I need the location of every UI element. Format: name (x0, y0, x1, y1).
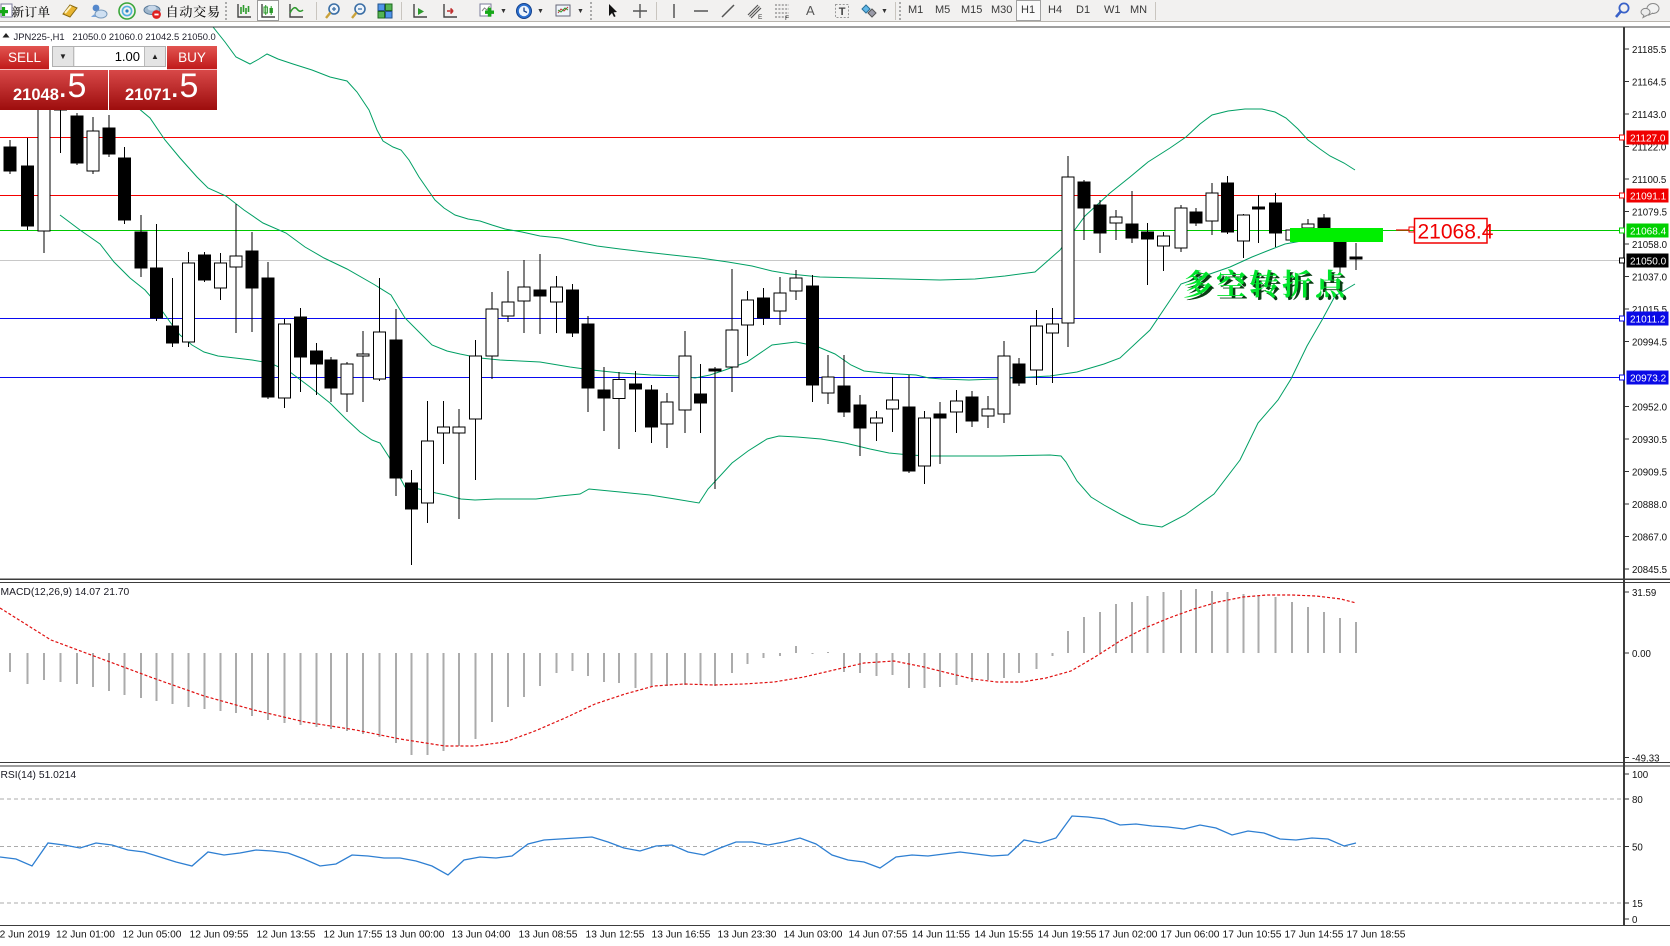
svg-text:20973.2: 20973.2 (1630, 373, 1667, 384)
svg-text:13 Jun 04:00: 13 Jun 04:00 (452, 930, 511, 941)
svg-text:13 Jun 00:00: 13 Jun 00:00 (386, 930, 445, 941)
svg-text:12 Jun 01:00: 12 Jun 01:00 (56, 930, 115, 941)
svg-text:-49.33: -49.33 (1632, 754, 1659, 765)
svg-text:14 Jun 07:55: 14 Jun 07:55 (849, 930, 908, 941)
svg-text:20888.0: 20888.0 (1632, 500, 1668, 511)
svg-text:21068.4: 21068.4 (1418, 221, 1494, 244)
svg-text:14 Jun 19:55: 14 Jun 19:55 (1038, 930, 1097, 941)
svg-text:21185.5: 21185.5 (1632, 45, 1666, 56)
svg-text:14 Jun 15:55: 14 Jun 15:55 (975, 930, 1034, 941)
svg-text:JPN225-,H1 21050.0 21060.0 2: JPN225-,H1 21050.0 21060.0 21042.5 21050… (14, 31, 216, 42)
svg-text:12 Jun 09:55: 12 Jun 09:55 (190, 930, 249, 941)
svg-text:E: E (758, 14, 763, 21)
svg-text:12 Jun 2019: 12 Jun 2019 (0, 930, 50, 941)
svg-text:50: 50 (1632, 843, 1643, 854)
svg-text:20930.5: 20930.5 (1632, 435, 1667, 446)
svg-text:MACD(12,26,9) 14.07 21.70: MACD(12,26,9) 14.07 21.70 (1, 587, 130, 598)
svg-text:21079.5: 21079.5 (1632, 208, 1667, 219)
svg-text:20994.5: 20994.5 (1632, 338, 1667, 349)
svg-text:T: T (839, 6, 846, 18)
svg-text:13 Jun 12:55: 13 Jun 12:55 (586, 930, 645, 941)
svg-text:12 Jun 05:00: 12 Jun 05:00 (123, 930, 182, 941)
svg-text:21127.0: 21127.0 (1630, 133, 1666, 144)
svg-text:21164.5: 21164.5 (1632, 78, 1666, 89)
svg-text:14 Jun 11:55: 14 Jun 11:55 (912, 930, 970, 941)
svg-text:20845.5: 20845.5 (1632, 565, 1667, 576)
svg-text:21100.5: 21100.5 (1632, 175, 1666, 186)
svg-text:12 Jun 17:55: 12 Jun 17:55 (324, 930, 383, 941)
svg-text:100: 100 (1632, 770, 1649, 781)
svg-text:21091.1: 21091.1 (1630, 191, 1667, 202)
svg-text:21015.5: 21015.5 (1632, 305, 1667, 316)
svg-text:13 Jun 16:55: 13 Jun 16:55 (652, 930, 711, 941)
svg-text:0: 0 (1632, 915, 1638, 926)
svg-text:17 Jun 18:55: 17 Jun 18:55 (1347, 930, 1406, 941)
svg-text:31.59: 31.59 (1632, 588, 1656, 599)
svg-text:13 Jun 23:30: 13 Jun 23:30 (718, 930, 777, 941)
svg-text:12 Jun 13:55: 12 Jun 13:55 (257, 930, 316, 941)
svg-text:RSI(14) 51.0214: RSI(14) 51.0214 (1, 770, 77, 781)
svg-text:21122.0: 21122.0 (1632, 143, 1667, 154)
svg-text:21050.0: 21050.0 (1630, 256, 1667, 267)
svg-text:21058.0: 21058.0 (1632, 240, 1668, 251)
svg-text:21068.4: 21068.4 (1630, 226, 1667, 237)
svg-text:17 Jun 10:55: 17 Jun 10:55 (1223, 930, 1282, 941)
svg-text:15: 15 (1632, 899, 1643, 910)
svg-text:21011.2: 21011.2 (1630, 314, 1666, 325)
svg-text:21143.0: 21143.0 (1632, 110, 1667, 121)
svg-text:13 Jun 08:55: 13 Jun 08:55 (519, 930, 578, 941)
svg-text:21037.0: 21037.0 (1632, 273, 1668, 284)
svg-text:14 Jun 03:00: 14 Jun 03:00 (784, 930, 843, 941)
svg-text:17 Jun 06:00: 17 Jun 06:00 (1161, 930, 1220, 941)
svg-text:20867.0: 20867.0 (1632, 533, 1668, 544)
svg-text:20952.0: 20952.0 (1632, 403, 1668, 414)
svg-text:F: F (785, 15, 789, 21)
svg-text:20909.5: 20909.5 (1632, 468, 1667, 479)
svg-text:80: 80 (1632, 795, 1643, 806)
svg-text:0.00: 0.00 (1632, 649, 1651, 660)
svg-text:17 Jun 14:55: 17 Jun 14:55 (1285, 930, 1344, 941)
svg-text:17 Jun 02:00: 17 Jun 02:00 (1099, 930, 1158, 941)
